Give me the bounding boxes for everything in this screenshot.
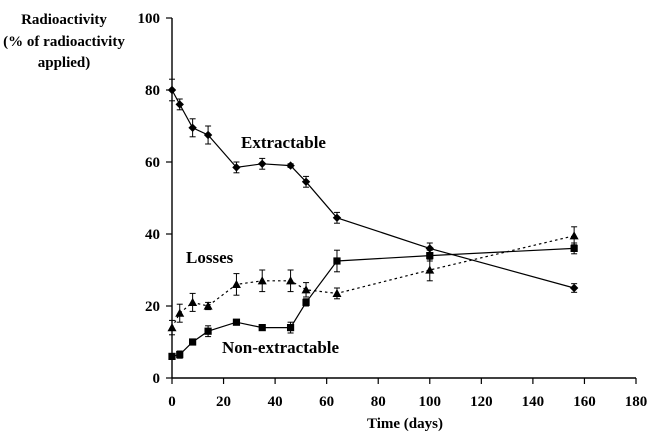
data-point-diamond: [569, 283, 579, 293]
data-point-triangle: [231, 279, 241, 288]
data-point-diamond: [175, 100, 184, 109]
data-point-triangle: [188, 297, 198, 306]
x-tick-label: 60: [319, 394, 334, 410]
y-tick-label: 0: [153, 371, 161, 387]
y-axis-title-line-2: (% of radioactivity: [3, 34, 125, 50]
data-point-triangle: [332, 288, 342, 297]
data-point-triangle: [425, 265, 435, 274]
data-point-square: [189, 338, 197, 346]
chart-marks: [167, 78, 579, 360]
series-non-extractable: [168, 242, 578, 360]
data-point-triangle: [167, 323, 177, 332]
series-label-losses: Losses: [186, 248, 234, 267]
data-point-diamond: [232, 163, 241, 172]
data-point-triangle: [286, 276, 296, 285]
data-point-square: [176, 351, 184, 359]
x-tick-label: 80: [371, 394, 386, 410]
data-point-square: [168, 352, 176, 360]
data-point-square: [204, 327, 212, 335]
x-tick-label: 140: [522, 394, 545, 410]
data-point-square: [302, 298, 310, 306]
data-point-diamond: [301, 177, 311, 186]
x-tick-label: 160: [573, 394, 596, 410]
series-label-non-extractable: Non-extractable: [222, 338, 340, 357]
y-tick-label: 20: [145, 299, 160, 315]
y-tick-label: 100: [138, 11, 161, 27]
axes: 0 20 40 60 80 100 0 20 40 60 80 100 120 140 160 180: [138, 11, 648, 410]
x-tick-label: 20: [216, 394, 231, 410]
data-point-diamond: [286, 161, 295, 170]
y-tick-label: 40: [145, 227, 160, 243]
y-tick-label: 80: [145, 83, 160, 99]
data-point-diamond: [258, 159, 267, 168]
y-axis-title-line-3: applied): [38, 55, 91, 71]
data-point-diamond: [203, 130, 213, 140]
x-tick-label: 180: [625, 394, 648, 410]
x-tick-label: 40: [268, 394, 283, 410]
data-point-diamond: [332, 213, 342, 222]
data-point-square: [258, 324, 266, 332]
y-axis-title-line-1: Radioactivity: [21, 12, 107, 28]
data-point-square: [426, 252, 434, 260]
data-point-diamond: [188, 123, 197, 132]
x-tick-label: 120: [470, 394, 493, 410]
data-point-triangle: [203, 301, 213, 310]
data-point-square: [333, 257, 341, 265]
x-tick-label: 100: [419, 394, 442, 410]
series-losses: [167, 226, 579, 336]
data-point-square: [286, 324, 295, 332]
y-tick-label: 60: [145, 155, 160, 171]
data-point-triangle: [175, 308, 185, 317]
x-axis-title: Time (days): [367, 416, 443, 432]
data-point-square: [570, 244, 578, 252]
data-point-triangle: [301, 285, 311, 294]
data-point-triangle: [569, 231, 579, 240]
series-label-extractable: Extractable: [241, 133, 326, 152]
data-point-square: [232, 318, 241, 326]
data-point-triangle: [257, 276, 267, 285]
x-tick-label: 0: [168, 394, 176, 410]
data-point-diamond: [167, 85, 177, 95]
